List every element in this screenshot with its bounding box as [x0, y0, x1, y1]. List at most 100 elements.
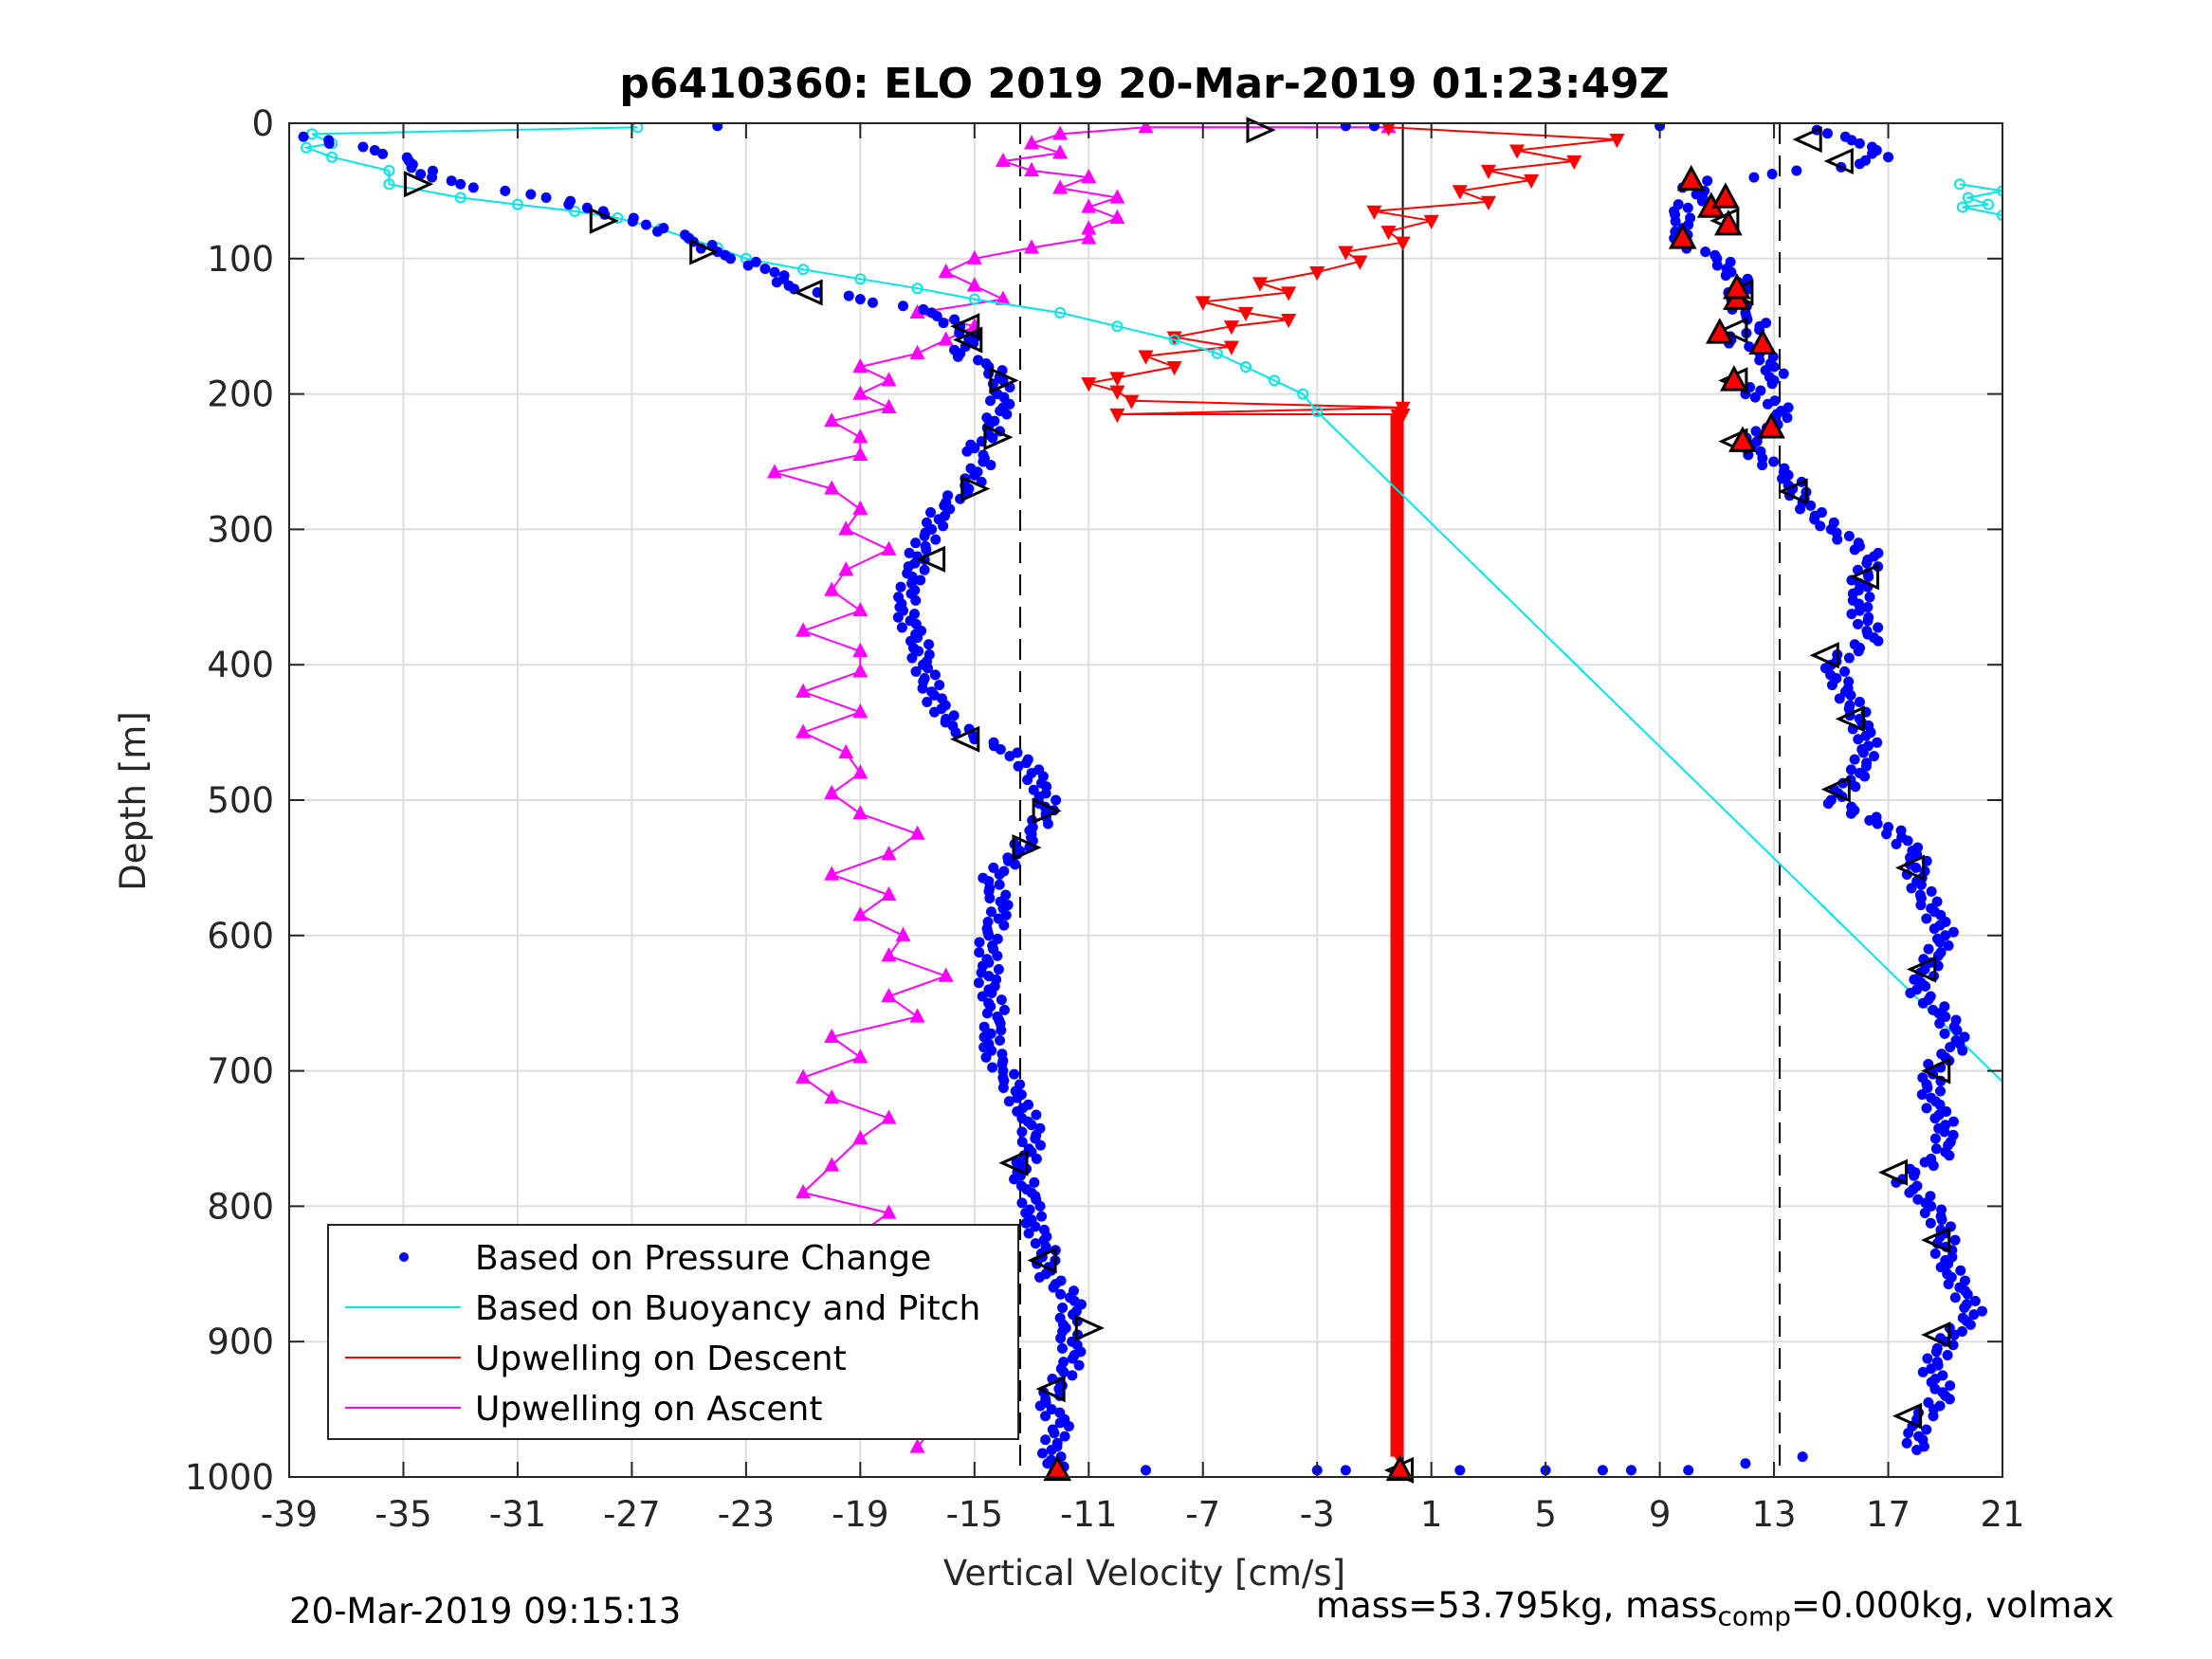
open-triangle-marker [1894, 854, 1926, 882]
pressure-point [994, 879, 1005, 890]
pressure-point [1868, 751, 1879, 762]
pressure-point [1904, 1187, 1915, 1198]
pressure-point [1919, 1157, 1930, 1168]
buoyancy-cluster-point [1953, 178, 1965, 191]
pressure-point [1845, 808, 1856, 819]
pressure-point [1029, 1176, 1040, 1188]
ascent-point [909, 825, 925, 840]
open-triangle-marker [689, 238, 720, 265]
pressure-point [627, 216, 638, 228]
pressure-point [1826, 680, 1837, 691]
pressure-point [992, 950, 1003, 961]
pressure-point [1003, 1096, 1015, 1107]
pressure-point [1944, 1394, 1955, 1405]
buoyancy-cluster-point [1956, 201, 1968, 213]
descent-point [1480, 164, 1496, 180]
pressure-point [1040, 1434, 1051, 1446]
pressure-point [769, 266, 780, 278]
pressure-point [742, 260, 754, 271]
descent-point [1109, 372, 1125, 387]
pressure-point [910, 665, 922, 677]
pressure-point [892, 611, 904, 623]
descent-constant-point [1390, 885, 1404, 899]
buoyancy-line [302, 126, 2002, 1083]
pressure-point [906, 652, 918, 664]
x-tick-label: 5 [1534, 1494, 1557, 1535]
pressure-point [1873, 635, 1884, 647]
ascent-point [1138, 123, 1154, 134]
pressure-point [1023, 1228, 1034, 1239]
pressure-point [1016, 1197, 1028, 1209]
descent-point [1081, 377, 1097, 392]
timestamp-label: 20-Mar-2019 09:15:13 [289, 1591, 682, 1632]
filled-triangle-marker [1043, 1454, 1072, 1482]
ascent-point [852, 703, 868, 719]
ascent-point [852, 385, 868, 400]
pressure-point [1947, 926, 1959, 938]
descent-constant-point [1390, 1427, 1404, 1440]
pressure-point [977, 991, 988, 1002]
descent-point [1195, 296, 1211, 311]
pressure-point [1777, 473, 1788, 484]
buoyancy-point [631, 123, 644, 134]
descent-constant-point [1390, 939, 1404, 953]
ascent-point [1081, 198, 1097, 213]
pressure-point [904, 547, 915, 558]
ascent-point [1081, 229, 1097, 245]
pressure-point [949, 314, 960, 325]
descent-constant-point [1390, 1383, 1404, 1397]
descent-constant-point [1390, 1351, 1404, 1364]
chart-title: p6410360: ELO 2019 20-Mar-2019 01:23:49Z [619, 60, 1669, 108]
descent-constant-point [1390, 528, 1404, 541]
axes [288, 122, 2003, 1478]
legend-box [327, 1224, 1019, 1440]
ascent-point [909, 1008, 925, 1023]
descent-constant-point [1390, 1297, 1404, 1310]
pressure-point [995, 1034, 1006, 1046]
pressure-point [854, 294, 866, 305]
descent-constant-point [1390, 831, 1404, 845]
pressure-point [1056, 1342, 1068, 1354]
pressure-point [1049, 1428, 1060, 1439]
pressure-point [961, 446, 973, 457]
pressure-point [919, 531, 930, 542]
descent-point [1309, 265, 1325, 282]
ascent-point [881, 846, 897, 861]
pressure-point [427, 172, 438, 183]
pressure-point [1934, 937, 1946, 948]
pressure-point [1929, 1248, 1941, 1259]
pressure-point [895, 581, 906, 592]
descent-constant-point [1390, 582, 1404, 595]
buoyancy-cluster-point [1997, 185, 2002, 197]
pressure-point [983, 930, 995, 941]
descent-constant-point [1390, 1329, 1404, 1343]
pressure-point [1915, 900, 1927, 911]
descent-constant-point [1390, 1048, 1404, 1062]
pressure-point [1859, 771, 1871, 782]
open-triangle-marker [1792, 126, 1822, 154]
y-tick-label: 600 [207, 916, 274, 957]
pressure-point [1928, 1160, 1939, 1172]
ascent-point [966, 277, 982, 292]
pressure-point [969, 469, 980, 481]
pressure-point [1054, 1417, 1066, 1429]
buoyancy-cluster-point [1997, 210, 2002, 222]
pressure-point [925, 507, 937, 519]
pressure-point [910, 538, 922, 549]
ascent-point [909, 1438, 925, 1453]
pressure-point [1016, 1126, 1028, 1138]
descent-constant-point [1390, 1253, 1404, 1267]
ascent-point [795, 1068, 812, 1084]
descent-point [1566, 155, 1582, 171]
pressure-point [415, 169, 427, 180]
pressure-point [1012, 1092, 1023, 1103]
pressure-point [843, 290, 854, 301]
pressure-point [1768, 456, 1780, 467]
descent-constant-point [1390, 1307, 1404, 1322]
pressure-point [1854, 137, 1865, 149]
descent-constant-point [1390, 1243, 1404, 1256]
filled-triangle-marker [1668, 223, 1697, 249]
descent-constant-point [1390, 1373, 1404, 1386]
series-layer [298, 123, 2002, 1476]
y-tick-label: 500 [207, 780, 274, 821]
